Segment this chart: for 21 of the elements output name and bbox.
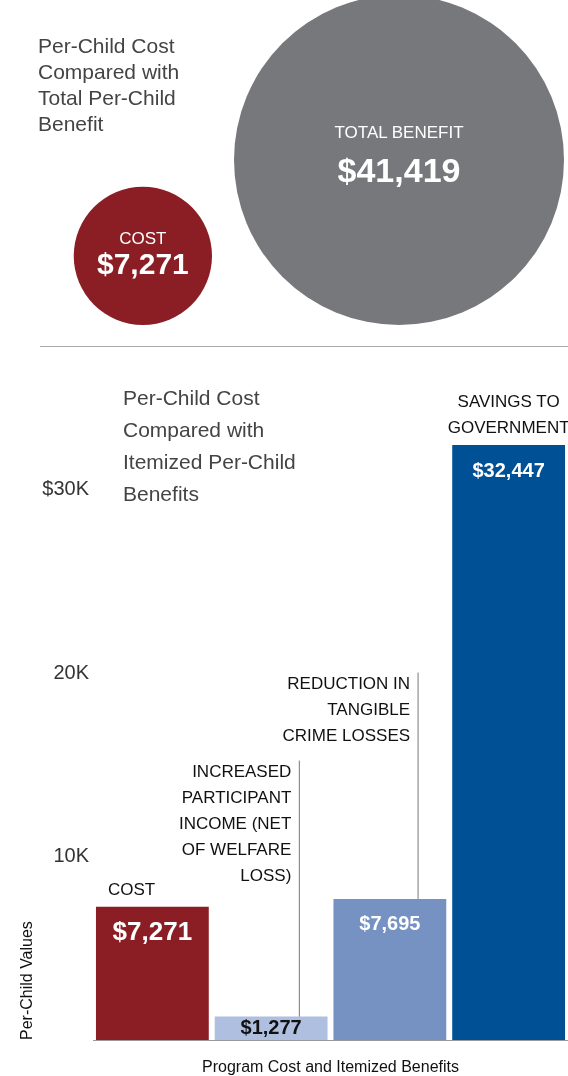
annotation: COST: [107, 879, 156, 899]
data-label: $41,419: [337, 151, 461, 189]
data-label: $7,271: [96, 246, 189, 280]
bar: [452, 445, 566, 1040]
category-label: COST: [119, 228, 167, 248]
chart-title: Per-Child Cost Compared with Itemized Per-Child Benefits: [123, 386, 296, 505]
bar: [95, 906, 209, 1040]
annotation: INCREASED PARTICIPANT INCOME (NET OF WELFARE LOSS): [178, 761, 292, 885]
category-label: TOTAL BENEFIT: [334, 123, 464, 142]
data-label: $32,447: [472, 458, 545, 481]
data-label: $1,277: [240, 1016, 302, 1039]
data-label: $7,695: [359, 912, 421, 935]
annotation: REDUCTION IN TANGIBLE CRIME LOSSES: [282, 673, 411, 745]
y-tick-label: 10K: [53, 844, 90, 867]
y-tick-label: 20K: [53, 660, 90, 683]
y-tick-label: $30K: [42, 477, 90, 500]
text: Per-Child Cost Compared with Total Per-Child Benefit: [38, 34, 180, 135]
x-axis-title: Program Cost and Itemized Benefits: [201, 1058, 460, 1075]
bar: [333, 898, 447, 1040]
y-axis-title: Per-Child Values: [18, 921, 35, 1040]
data-label: $7,271: [112, 915, 193, 946]
